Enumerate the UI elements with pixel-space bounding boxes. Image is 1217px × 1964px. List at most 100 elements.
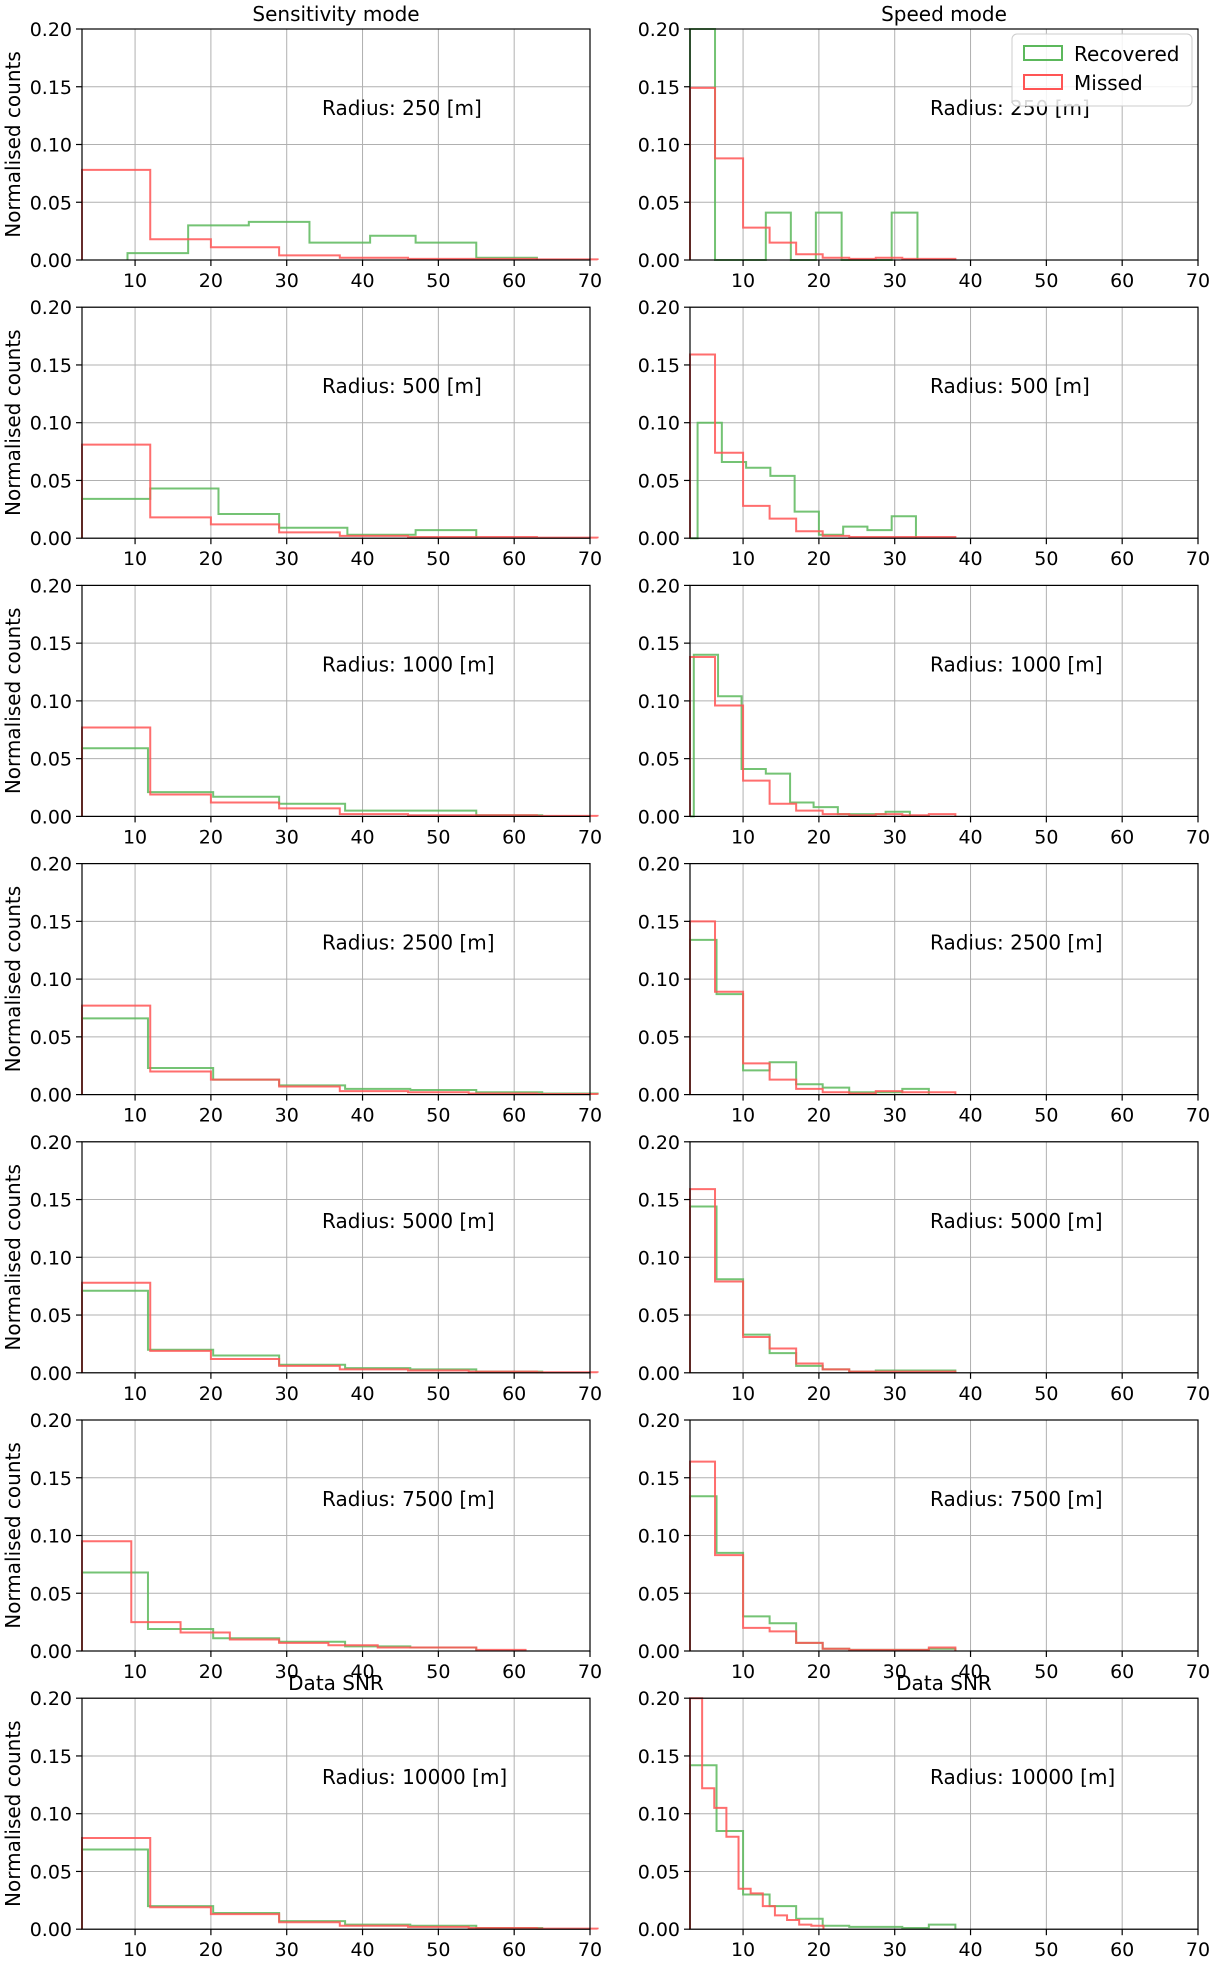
y-tick-label: 0.05 bbox=[30, 192, 72, 214]
y-tick-label: 0.20 bbox=[30, 575, 72, 597]
x-tick-label: 10 bbox=[123, 548, 147, 570]
panel-sensitivity-row-3: 0.00 0.05 0.10 0.15 0.20 10 20 30 40 50 60 70 Radius… bbox=[1, 575, 602, 848]
radius-annotation: Radius: 10000 [m] bbox=[930, 1765, 1115, 1789]
column-title-sensitivity: Sensitivity mode bbox=[252, 2, 419, 26]
x-tick-label: 20 bbox=[199, 1105, 223, 1127]
y-tick-label: 0.10 bbox=[30, 969, 72, 991]
x-tick-label: 40 bbox=[958, 1105, 982, 1127]
x-tick-label: 70 bbox=[578, 270, 602, 292]
x-tick-label: 20 bbox=[807, 1939, 831, 1961]
radius-annotation: Radius: 500 [m] bbox=[322, 374, 482, 398]
radius-annotation: Radius: 7500 [m] bbox=[322, 1487, 495, 1511]
y-tick-label: 0.05 bbox=[30, 1027, 72, 1049]
x-tick-label: 10 bbox=[123, 1105, 147, 1127]
x-tick-label: 70 bbox=[1186, 826, 1210, 848]
x-tick-label: 60 bbox=[1110, 270, 1134, 292]
y-tick-label: 0.15 bbox=[638, 911, 680, 933]
x-tick-label: 70 bbox=[1186, 1383, 1210, 1405]
x-tick-label: 10 bbox=[731, 548, 755, 570]
radius-annotation: Radius: 1000 [m] bbox=[322, 652, 495, 676]
legend: Recovered Missed bbox=[1011, 33, 1193, 107]
y-tick-label: 0.20 bbox=[638, 575, 680, 597]
y-tick-label: 0.05 bbox=[638, 192, 680, 214]
y-tick-label: 0.10 bbox=[30, 135, 72, 157]
y-tick-label: 0.15 bbox=[638, 77, 680, 99]
x-tick-label: 60 bbox=[502, 1939, 526, 1961]
y-tick-label: 0.20 bbox=[30, 854, 72, 876]
x-tick-label: 40 bbox=[350, 1939, 374, 1961]
x-tick-label: 40 bbox=[350, 548, 374, 570]
x-tick-label: 50 bbox=[1034, 1105, 1058, 1127]
y-tick-label: 0.15 bbox=[638, 1746, 680, 1768]
x-tick-label: 60 bbox=[502, 270, 526, 292]
x-tick-label: 50 bbox=[1034, 270, 1058, 292]
y-tick-label: 0.10 bbox=[638, 1804, 680, 1826]
x-tick-label: 60 bbox=[502, 1661, 526, 1683]
recovered-histogram bbox=[689, 938, 930, 1095]
y-tick-label: 0.00 bbox=[30, 528, 72, 550]
y-tick-label: 0.20 bbox=[30, 1410, 72, 1432]
x-tick-label: 60 bbox=[502, 1105, 526, 1127]
y-tick-label: 0.00 bbox=[638, 528, 680, 550]
recovered-histogram bbox=[689, 1205, 957, 1373]
panel-speed-row-2: 0.00 0.05 0.10 0.15 0.20 10 20 30 40 50 60 70 Radius… bbox=[638, 297, 1210, 570]
x-tick-label: 20 bbox=[807, 1105, 831, 1127]
missed-histogram bbox=[81, 443, 599, 539]
y-tick-label: 0.20 bbox=[638, 1410, 680, 1432]
x-tick-label: 30 bbox=[275, 826, 299, 848]
x-tick-label: 50 bbox=[426, 270, 450, 292]
radius-annotation: Radius: 2500 [m] bbox=[930, 931, 1103, 955]
x-tick-label: 10 bbox=[123, 826, 147, 848]
x-tick-label: 50 bbox=[426, 1105, 450, 1127]
panel-sensitivity-row-6: 0.00 0.05 0.10 0.15 0.20 10 20 30 40 50 60 70 Radius… bbox=[1, 1410, 602, 1683]
y-tick-label: 0.00 bbox=[30, 1085, 72, 1107]
missed-histogram bbox=[81, 1004, 599, 1096]
y-tick-label: 0.15 bbox=[638, 1468, 680, 1490]
y-tick-label: 0.20 bbox=[30, 1132, 72, 1154]
y-tick-label: 0.05 bbox=[638, 1027, 680, 1049]
missed-histogram bbox=[81, 1281, 599, 1374]
y-axis-label: Normalised counts bbox=[1, 608, 25, 795]
y-tick-label: 0.15 bbox=[30, 911, 72, 933]
x-tick-label: 70 bbox=[578, 1105, 602, 1127]
y-tick-label: 0.10 bbox=[30, 1247, 72, 1269]
x-tick-label: 60 bbox=[1110, 1661, 1134, 1683]
recovered-histogram bbox=[126, 220, 538, 260]
radius-annotation: Radius: 7500 [m] bbox=[930, 1487, 1103, 1511]
x-tick-label: 10 bbox=[731, 270, 755, 292]
x-tick-label: 70 bbox=[578, 826, 602, 848]
panel-sensitivity-row-7: 0.00 0.05 0.10 0.15 0.20 10 20 30 40 50 60 70 Radius… bbox=[1, 1671, 602, 1961]
panel-sensitivity-row-2: 0.00 0.05 0.10 0.15 0.20 10 20 30 40 50 60 70 Radius… bbox=[1, 297, 602, 570]
x-tick-label: 30 bbox=[275, 1383, 299, 1405]
y-axis-label: Normalised counts bbox=[1, 1442, 25, 1629]
y-tick-label: 0.15 bbox=[638, 355, 680, 377]
y-tick-label: 0.15 bbox=[30, 1190, 72, 1212]
legend-swatch-missed bbox=[1023, 74, 1063, 90]
x-tick-label: 10 bbox=[731, 826, 755, 848]
x-tick-label: 10 bbox=[731, 1661, 755, 1683]
y-tick-label: 0.05 bbox=[30, 1305, 72, 1327]
missed-histogram bbox=[81, 168, 599, 261]
y-tick-label: 0.10 bbox=[638, 969, 680, 991]
x-tick-label: 20 bbox=[199, 1383, 223, 1405]
x-tick-label: 10 bbox=[123, 270, 147, 292]
y-tick-label: 0.00 bbox=[30, 1363, 72, 1385]
y-tick-label: 0.00 bbox=[638, 1085, 680, 1107]
y-tick-label: 0.10 bbox=[638, 413, 680, 435]
y-tick-label: 0.10 bbox=[638, 691, 680, 713]
x-tick-label: 40 bbox=[958, 1661, 982, 1683]
x-tick-label: 50 bbox=[426, 548, 450, 570]
x-tick-label: 20 bbox=[807, 1383, 831, 1405]
x-tick-label: 40 bbox=[350, 1383, 374, 1405]
x-tick-label: 50 bbox=[1034, 1383, 1058, 1405]
legend-swatch-recovered bbox=[1023, 45, 1063, 61]
y-tick-label: 0.05 bbox=[30, 1861, 72, 1883]
x-tick-label: 30 bbox=[883, 1105, 907, 1127]
missed-histogram bbox=[81, 1540, 527, 1651]
missed-histogram bbox=[689, 920, 957, 1095]
x-tick-label: 70 bbox=[1186, 1939, 1210, 1961]
missed-histogram bbox=[689, 86, 957, 260]
radius-annotation: Radius: 250 [m] bbox=[322, 96, 482, 120]
recovered-histogram bbox=[690, 653, 911, 818]
y-tick-label: 0.10 bbox=[30, 691, 72, 713]
